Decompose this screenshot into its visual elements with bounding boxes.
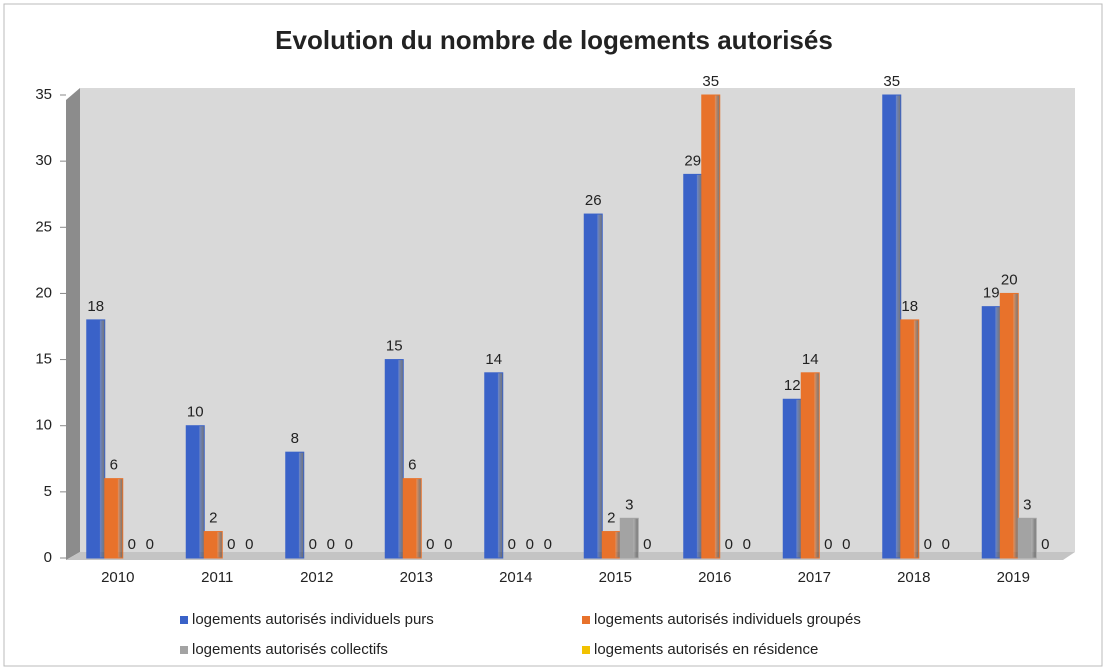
- value-label: 0: [924, 536, 932, 553]
- value-label: 0: [444, 536, 452, 553]
- x-tick-label: 2012: [300, 569, 333, 586]
- x-tick-label: 2014: [499, 569, 532, 586]
- value-label: 0: [146, 536, 154, 553]
- y-tick-label: 10: [35, 417, 52, 434]
- value-label: 3: [1023, 496, 1031, 513]
- value-label: 0: [227, 536, 235, 553]
- y-tick-label: 15: [35, 351, 52, 368]
- x-tick-label: 2017: [798, 569, 831, 586]
- legend-swatch: [180, 616, 188, 624]
- value-label: 0: [842, 536, 850, 553]
- x-tick-label: 2015: [599, 569, 632, 586]
- bar: [583, 213, 603, 559]
- bar: [701, 94, 721, 559]
- value-label: 29: [684, 152, 701, 169]
- back-wall: [80, 88, 1075, 552]
- legend-label: logements autorisés collectifs: [192, 641, 388, 658]
- value-label: 14: [802, 351, 819, 368]
- bar: [285, 451, 305, 559]
- value-label: 2: [607, 510, 615, 527]
- bar: [104, 478, 124, 559]
- legend-swatch: [180, 646, 188, 654]
- bar: [800, 372, 820, 559]
- value-label: 0: [245, 536, 253, 553]
- y-tick-label: 25: [35, 218, 52, 235]
- legend-label: logements autorisés individuels groupés: [594, 611, 861, 628]
- bar: [619, 517, 639, 559]
- bar: [402, 478, 422, 559]
- y-tick-label: 20: [35, 284, 52, 301]
- x-tick-label: 2013: [400, 569, 433, 586]
- value-label: 3: [625, 496, 633, 513]
- chart-title: Evolution du nombre de logements autoris…: [275, 25, 833, 55]
- bar: [782, 398, 802, 559]
- value-label: 6: [110, 457, 118, 474]
- value-label: 0: [743, 536, 751, 553]
- value-label: 6: [408, 457, 416, 474]
- bar: [384, 359, 404, 559]
- bar: [203, 531, 223, 559]
- bar: [185, 425, 205, 559]
- bar: [900, 319, 920, 559]
- value-label: 15: [386, 338, 403, 355]
- value-label: 0: [643, 536, 651, 553]
- x-tick-label: 2019: [997, 569, 1030, 586]
- y-tick-label: 30: [35, 152, 52, 169]
- x-tick-label: 2018: [897, 569, 930, 586]
- value-label: 0: [327, 536, 335, 553]
- value-label: 0: [824, 536, 832, 553]
- bar: [484, 372, 504, 559]
- legend-label: logements autorisés individuels purs: [192, 611, 434, 628]
- value-label: 0: [725, 536, 733, 553]
- value-label: 12: [784, 377, 801, 394]
- value-label: 18: [87, 298, 104, 315]
- bar: [981, 306, 1001, 559]
- value-label: 0: [526, 536, 534, 553]
- y-tick-label: 5: [44, 483, 52, 500]
- bar: [601, 531, 621, 559]
- value-label: 0: [942, 536, 950, 553]
- legend-label: logements autorisés en résidence: [594, 641, 818, 658]
- bar: [86, 319, 106, 559]
- value-label: 18: [901, 298, 918, 315]
- value-label: 20: [1001, 271, 1018, 288]
- x-tick-label: 2010: [101, 569, 134, 586]
- value-label: 8: [291, 430, 299, 447]
- value-label: 0: [1041, 536, 1049, 553]
- bar: [683, 173, 703, 559]
- value-label: 0: [128, 536, 136, 553]
- bar: [1017, 517, 1037, 559]
- value-label: 26: [585, 192, 602, 209]
- x-tick-label: 2011: [201, 569, 233, 586]
- bar: [882, 94, 902, 559]
- side-wall: [66, 88, 80, 560]
- value-label: 0: [544, 536, 552, 553]
- value-label: 19: [983, 285, 1000, 302]
- value-label: 0: [508, 536, 516, 553]
- value-label: 35: [702, 73, 719, 90]
- floor: [66, 552, 1075, 560]
- value-label: 0: [426, 536, 434, 553]
- value-label: 14: [485, 351, 502, 368]
- legend-swatch: [582, 616, 590, 624]
- value-label: 10: [187, 404, 204, 421]
- value-label: 2: [209, 510, 217, 527]
- value-label: 35: [883, 73, 900, 90]
- legend-swatch: [582, 646, 590, 654]
- value-label: 0: [309, 536, 317, 553]
- y-tick-label: 0: [44, 549, 52, 566]
- y-tick-label: 35: [35, 86, 52, 103]
- value-label: 0: [345, 536, 353, 553]
- bar: [999, 292, 1019, 559]
- x-tick-label: 2016: [698, 569, 731, 586]
